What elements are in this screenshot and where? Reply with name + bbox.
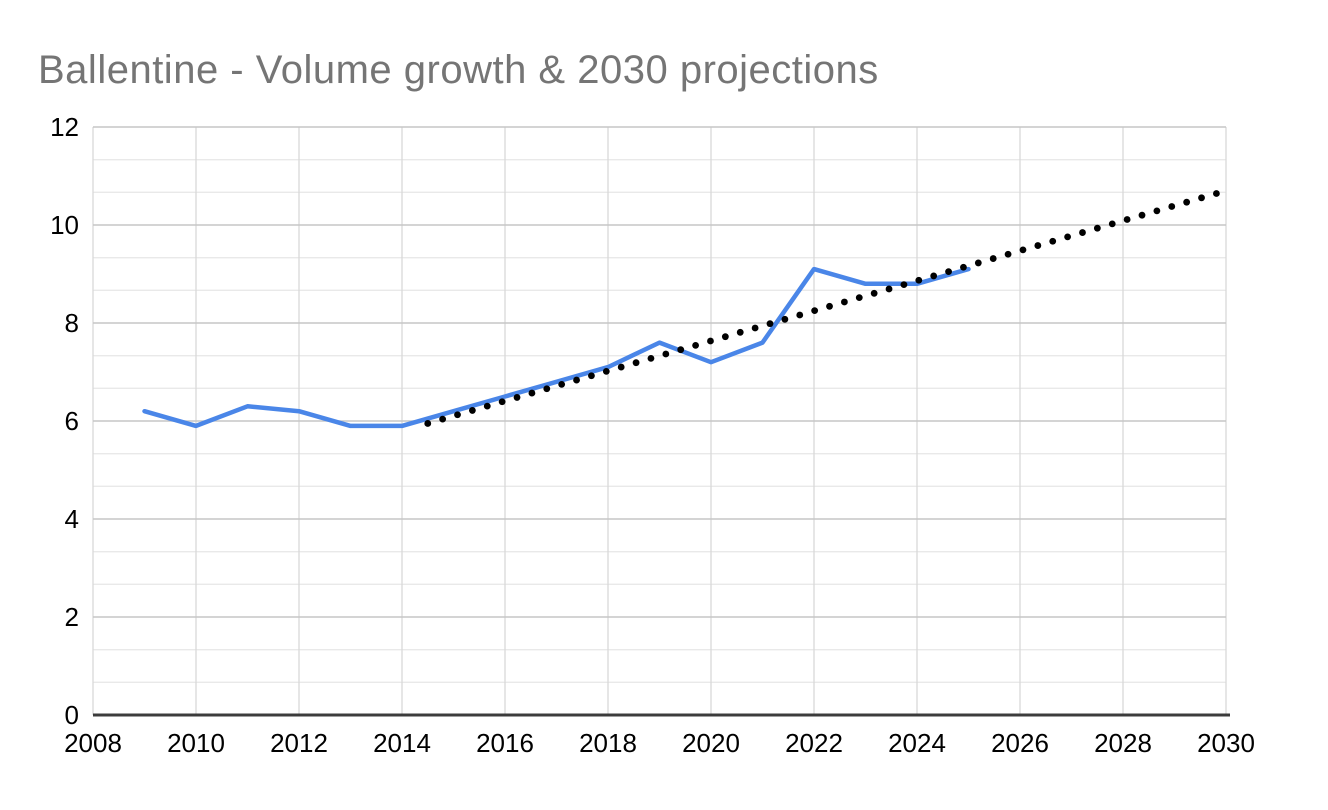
projection-trend-dot [483,402,491,410]
y-tick-label: 8 [65,308,79,338]
x-tick-label: 2020 [682,728,740,758]
projection-trend-dot [602,367,610,375]
projection-trend-dot [1049,237,1057,245]
projection-trend-dot [677,346,685,354]
projection-trend-dot [424,420,432,427]
x-tick-label: 2030 [1197,728,1255,758]
projection-trend-dot [974,259,982,267]
projection-trend-dot [736,328,744,336]
projection-trend-dot [811,307,819,315]
x-tick-label: 2024 [888,728,946,758]
projection-trend-dot [855,294,863,302]
y-tick-label: 6 [65,406,79,436]
y-tick-label: 12 [50,112,79,142]
projection-trend-dot [900,281,908,289]
projection-trend-dot [945,268,952,275]
projection-trend-dot [1153,207,1161,215]
y-tick-label: 0 [65,700,79,730]
projection-trend-dot [1034,242,1042,249]
projection-trend-dot [1064,233,1072,241]
projection-trend-dot [632,359,640,367]
projection-trend-dot [751,324,759,332]
projection-trend-dot [513,394,521,401]
projection-trend-dot [498,398,506,406]
projection-trend-dot [960,263,967,271]
x-tick-label: 2026 [991,728,1049,758]
projection-trend-dot [454,411,461,419]
projection-trend-dot [915,276,923,284]
projection-trend-dot [662,350,670,358]
projection-trend-dot [1079,229,1086,236]
projection-trend-dot [573,376,580,384]
projection-trend-dot [766,320,774,328]
projection-trend-dot [707,337,714,345]
y-tick-label: 4 [65,504,79,534]
projection-trend-dot [468,407,476,414]
x-tick-label: 2016 [476,728,534,758]
x-tick-label: 2010 [167,728,225,758]
projection-trend-dot [826,302,833,310]
projection-trend-dot [870,289,878,297]
projection-trend-dot [1093,224,1101,232]
projection-trend-dot [647,354,655,362]
projection-trend-dot [1213,190,1220,197]
projection-trend-dot [721,333,729,341]
projection-trend-dot [930,272,938,280]
x-tick-label: 2014 [373,728,431,758]
projection-trend-dot [617,363,625,371]
y-tick-label: 2 [65,602,79,632]
x-tick-label: 2028 [1094,728,1152,758]
projection-trend-dot [439,415,447,423]
projection-trend-dot [588,372,595,380]
chart-title: Ballentine - Volume growth & 2030 projec… [38,48,879,92]
projection-trend-dot [989,255,997,262]
projection-trend-dot [528,389,536,397]
projection-trend-dot [1198,194,1205,202]
x-tick-label: 2018 [579,728,637,758]
projection-trend-dot [1183,198,1191,206]
x-tick-label: 2022 [785,728,843,758]
actual-volume-line [142,266,971,429]
x-tick-label: 2008 [64,728,122,758]
projection-trend-dot [1168,203,1176,210]
projection-trend-dot [781,315,789,323]
projection-trend-dot [796,311,804,319]
projection-trend-dot [543,385,551,393]
projection-trend-dot [692,341,699,349]
projection-trend-dot [1138,211,1146,219]
projection-trend-dot [841,298,848,306]
projection-trend-dot [1019,246,1027,254]
projection-trend-dot [1108,220,1116,228]
projection-trend-dot [1123,216,1131,223]
projection-trend-dot [558,381,566,388]
y-tick-label: 10 [50,210,79,240]
projection-trend-dot [885,285,893,293]
x-tick-label: 2012 [270,728,328,758]
projection-trend-dot [1004,250,1012,258]
